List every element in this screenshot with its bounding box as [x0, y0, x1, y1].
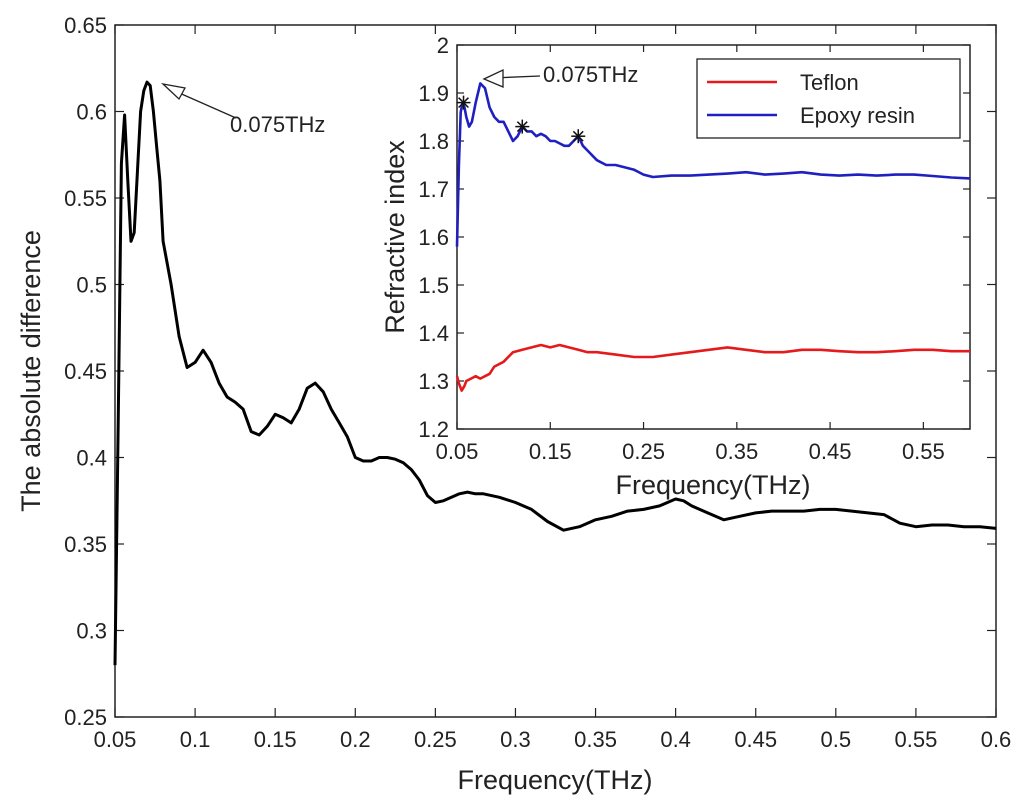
inset-annotation-arrowhead	[482, 68, 504, 88]
y-tick-label: 1.5	[418, 273, 449, 298]
x-tick-label: 0.2	[340, 727, 371, 752]
main-series-line	[113, 80, 997, 666]
inset-annotation: 0.075THz	[482, 62, 638, 88]
star-marker	[456, 95, 471, 110]
legend-box	[696, 58, 961, 139]
y-tick-label: 0.55	[64, 186, 107, 211]
x-tick-label: 0.45	[734, 727, 777, 752]
star-marker	[571, 129, 586, 144]
y-tick-label: 1.8	[418, 129, 449, 154]
x-tick-label: 0.1	[180, 727, 211, 752]
x-tick-label: 0.45	[809, 439, 852, 464]
main-y-axis-label: The absolute difference	[16, 230, 46, 512]
x-tick-label: 0.55	[902, 439, 945, 464]
main-annotation: 0.075THz	[160, 82, 325, 137]
y-tick-label: 0.65	[64, 13, 107, 38]
inset-tick-labels: 0.05 0.15 0.25 0.35 0.45 0.55 1.2 1.3 1.4 1.5 1.6 1…	[418, 33, 944, 464]
y-tick-label: 0.3	[76, 619, 107, 644]
x-tick-label: 0.05	[94, 727, 137, 752]
y-tick-label: 1.2	[418, 417, 449, 442]
x-tick-label: 0.6	[981, 727, 1012, 752]
main-annotation-arrowhead	[160, 82, 187, 101]
inset-markers	[456, 95, 586, 144]
y-tick-label: 0.5	[76, 273, 107, 298]
y-tick-label: 0.35	[64, 532, 107, 557]
x-tick-label: 0.15	[254, 727, 297, 752]
y-tick-label: 1.6	[418, 225, 449, 250]
legend-label-epoxy: Epoxy resin	[800, 103, 915, 128]
star-marker	[515, 119, 530, 134]
y-tick-label: 0.25	[64, 705, 107, 730]
inset-series-epoxy	[455, 82, 971, 247]
y-tick-label: 0.4	[76, 446, 107, 471]
x-tick-label: 0.25	[414, 727, 457, 752]
x-tick-label: 0.5	[821, 727, 852, 752]
x-tick-label: 0.4	[660, 727, 691, 752]
main-tick-labels: 0.05 0.1 0.15 0.2 0.25 0.3 0.35 0.4 0.45 0.5 0.55 0…	[64, 13, 1011, 752]
y-tick-label: 0.6	[76, 100, 107, 125]
y-tick-label: 2	[437, 33, 449, 58]
y-tick-label: 1.7	[418, 177, 449, 202]
x-tick-label: 0.15	[529, 439, 572, 464]
inset-legend: Teflon Epoxy resin	[696, 58, 961, 139]
inset-annotation-label: 0.075THz	[543, 62, 638, 87]
x-tick-label: 0.35	[574, 727, 617, 752]
legend-label-teflon: Teflon	[800, 70, 859, 95]
inset-series-teflon	[455, 343, 970, 392]
y-tick-label: 1.3	[418, 369, 449, 394]
x-tick-label: 0.35	[715, 439, 758, 464]
x-tick-label: 0.3	[500, 727, 531, 752]
main-annotation-label: 0.075THz	[230, 112, 325, 137]
x-tick-label: 0.55	[894, 727, 937, 752]
y-tick-label: 1.4	[418, 321, 449, 346]
x-tick-label: 0.05	[436, 439, 479, 464]
inset-x-axis-label: Frequency(THz)	[615, 470, 810, 500]
y-tick-label: 0.45	[64, 359, 107, 384]
x-tick-label: 0.25	[622, 439, 665, 464]
inset-y-axis-label: Refractive index	[380, 140, 410, 334]
inset-ticks	[456, 44, 970, 430]
main-x-axis-label: Frequency(THz)	[457, 765, 652, 795]
y-tick-label: 1.9	[418, 81, 449, 106]
